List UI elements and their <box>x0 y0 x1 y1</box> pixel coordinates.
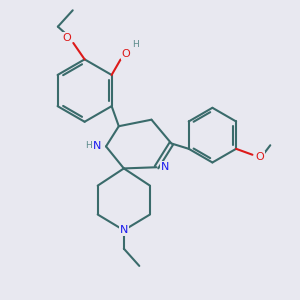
Text: H: H <box>85 141 92 150</box>
Text: O: O <box>122 49 130 59</box>
Text: O: O <box>62 33 71 43</box>
Text: N: N <box>161 162 169 172</box>
Text: O: O <box>256 152 264 162</box>
Text: N: N <box>120 225 128 235</box>
Text: H: H <box>132 40 139 49</box>
Text: N: N <box>93 141 101 151</box>
